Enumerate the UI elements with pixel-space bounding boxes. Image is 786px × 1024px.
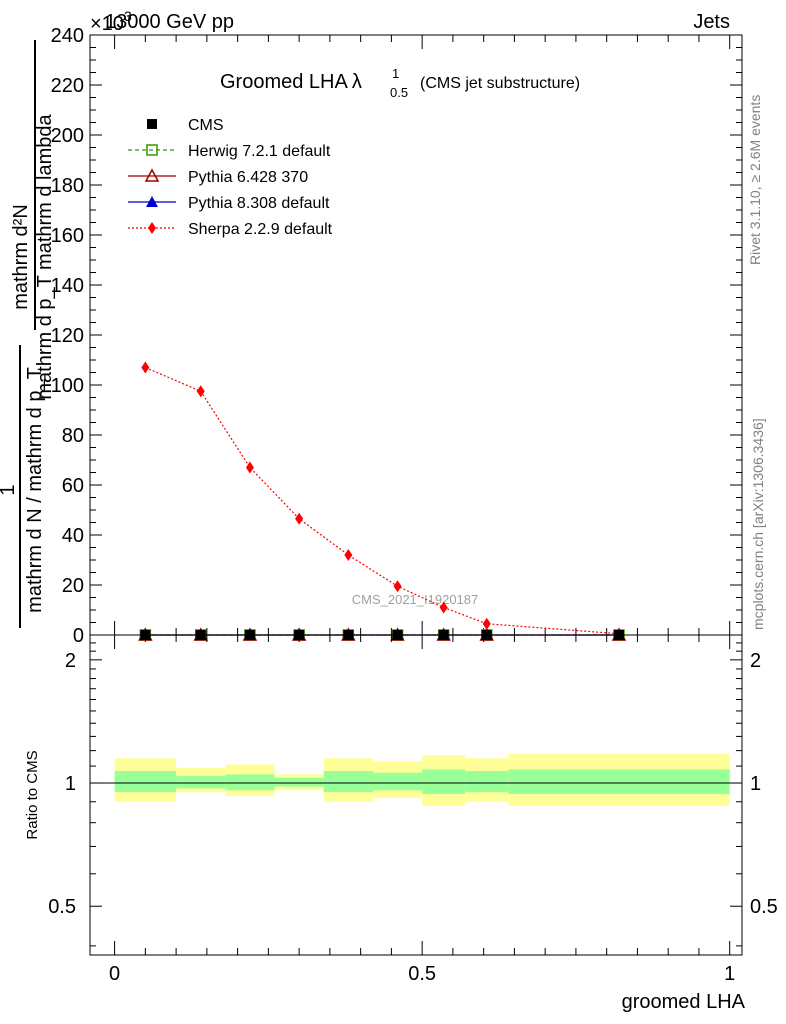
main-plot: 0 20 40 60 80 100 120 140 160 180 200 220 240 CMS_20… — [51, 25, 743, 647]
y-tick-label: 80 — [62, 425, 84, 447]
legend-marker — [146, 144, 158, 156]
y-tick-label: 60 — [62, 475, 84, 497]
plot-title-sub: 0.5 — [390, 85, 408, 100]
y-tick-label: 100 — [51, 375, 84, 397]
data-point — [196, 385, 205, 398]
y-multiplier-base: ×10 — [90, 13, 124, 35]
y-tick-label: 180 — [51, 175, 84, 197]
data-point — [245, 461, 254, 474]
ratio-band-inner — [274, 777, 324, 787]
ratio-x-ticks: 0 0.5 1 — [109, 635, 735, 985]
data-point — [141, 361, 150, 374]
y-label-top-bottom: mathrm d p_T mathrm d lambda — [34, 113, 56, 399]
main-y-label: mathrm d²N mathrm d p_T mathrm d lambda … — [0, 40, 56, 628]
legend-marker — [146, 196, 158, 207]
y-tick-label: 20 — [62, 575, 84, 597]
y-label-top: mathrm d²N — [10, 204, 32, 310]
ratio-y-label: Ratio to CMS — [24, 750, 41, 839]
data-point — [482, 617, 491, 630]
ratio-y-tick-label-right: 2 — [750, 650, 761, 672]
plot-title-sup: 1 — [392, 66, 399, 81]
legend-label: Pythia 8.308 default — [188, 195, 330, 212]
x-axis-label: groomed LHA — [622, 991, 746, 1013]
x-tick-label: 0.5 — [408, 963, 436, 985]
mcplots-label: mcplots.cern.ch [arXiv:1306.3436] — [750, 418, 766, 630]
plot-title-lambda: λ — [352, 71, 362, 93]
y-tick-label: 200 — [51, 125, 84, 147]
legend-label: Sherpa 2.2.9 default — [188, 221, 333, 238]
y-multiplier-exp: 3 — [124, 8, 132, 24]
ratio-band-inner — [225, 774, 275, 791]
ratio-band-inner — [176, 776, 226, 789]
ratio-y-tick-label: 1 — [65, 773, 76, 795]
main-x-ticks — [114, 35, 731, 635]
legend-item: Pythia 6.428 370 — [128, 168, 308, 186]
y-tick-label: 120 — [51, 325, 84, 347]
ratio-bands — [114, 753, 730, 806]
rivet-label: Rivet 3.1.10, ≥ 2.6M events — [747, 95, 763, 265]
legend-item: Herwig 7.2.1 default — [128, 143, 331, 160]
ratio-plot-frame — [89, 634, 743, 956]
header-left: 13000 GeV pp — [105, 11, 234, 33]
plot-subtitle: (CMS jet substructure) — [420, 75, 580, 92]
ratio-band-inner — [508, 769, 730, 795]
legend-marker — [147, 119, 157, 129]
y-multiplier: ×103 — [90, 8, 132, 35]
y-tick-label: 140 — [51, 275, 84, 297]
y-tick-label: 40 — [62, 525, 84, 547]
watermark: CMS_2021_I1920187 — [352, 592, 479, 607]
x-tick-label: 1 — [724, 963, 735, 985]
legend-marker — [144, 168, 160, 182]
plot-title-main: Groomed LHA — [220, 71, 348, 93]
x-tick-label: 0 — [109, 963, 120, 985]
data-point — [439, 601, 448, 614]
ratio-band-inner — [323, 771, 373, 793]
main-y-ticks: 0 20 40 60 80 100 120 140 160 180 200 220 240 — [51, 25, 742, 647]
y-label-bottom-top: 1 — [0, 484, 19, 495]
legend-label: Pythia 6.428 370 — [188, 169, 308, 186]
legend-marker — [148, 222, 156, 234]
y-label-bottom: mathrm d N / mathrm d p_T — [24, 367, 46, 613]
y-tick-label: 220 — [51, 75, 84, 97]
ratio-band-inner — [372, 772, 423, 791]
y-tick-label: 160 — [51, 225, 84, 247]
y-tick-label: 0 — [73, 625, 84, 647]
ratio-y-tick-label: 2 — [65, 650, 76, 672]
plot-title: Groomed LHA λ — [220, 71, 362, 93]
legend-label: Herwig 7.2.1 default — [188, 143, 331, 160]
ratio-y-tick-label: 0.5 — [48, 896, 76, 918]
legend: CMS Herwig 7.2.1 default Pythia 6.428 370 P… — [128, 117, 333, 238]
header-right: Jets — [693, 11, 730, 33]
legend-item: Pythia 8.308 default — [128, 195, 330, 212]
ratio-y-tick-label-right: 0.5 — [750, 896, 778, 918]
y-tick-label: 240 — [51, 25, 84, 47]
data-point — [295, 512, 304, 525]
legend-item: Sherpa 2.2.9 default — [128, 221, 333, 238]
ratio-band-inner — [114, 771, 177, 793]
data-point — [393, 580, 402, 593]
ratio-y-ticks: 0.5 0.5 1 1 2 2 — [48, 642, 778, 947]
ratio-y-tick-label-right: 1 — [750, 773, 761, 795]
legend-label: CMS — [188, 117, 224, 134]
data-point — [344, 549, 353, 561]
ratio-band-inner — [465, 771, 509, 793]
legend-item: CMS — [147, 117, 224, 134]
ratio-band-inner — [422, 769, 466, 795]
ratio-plot: 0.5 0.51 12 2 0 0.5 1 Ratio to CMS groomed LH… — [24, 634, 778, 1013]
